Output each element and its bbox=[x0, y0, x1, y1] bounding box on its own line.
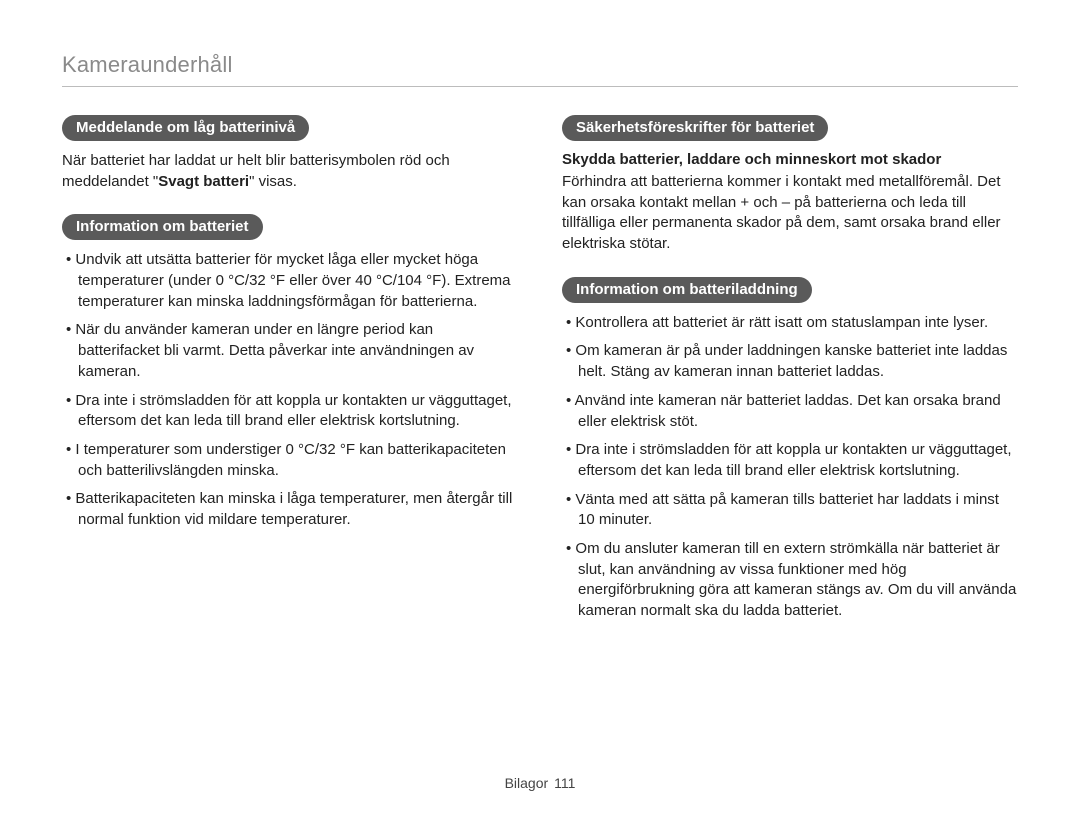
text-bold: Svagt batteri bbox=[158, 173, 249, 190]
columns-container: Meddelande om låg batterinivå När batter… bbox=[62, 115, 1018, 644]
list-item: Batterikapaciteten kan minska i låga tem… bbox=[62, 489, 518, 530]
list-item: Om kameran är på under laddningen kanske… bbox=[562, 341, 1018, 382]
body-text: När batteriet har laddat ur helt blir ba… bbox=[62, 151, 518, 192]
section-low-battery-message: Meddelande om låg batterinivå När batter… bbox=[62, 115, 518, 192]
bullet-list: Kontrollera att batteriet är rätt isatt … bbox=[562, 313, 1018, 622]
page-number: 111 bbox=[554, 775, 575, 791]
sub-heading: Skydda batterier, laddare och minneskort… bbox=[562, 151, 1018, 168]
list-item: Dra inte i strömsladden för att koppla u… bbox=[62, 391, 518, 432]
section-heading: Meddelande om låg batterinivå bbox=[62, 115, 309, 141]
list-item: Kontrollera att batteriet är rätt isatt … bbox=[562, 313, 1018, 334]
section-heading: Säkerhetsföreskrifter för batteriet bbox=[562, 115, 828, 141]
list-item: Dra inte i strömsladden för att koppla u… bbox=[562, 440, 1018, 481]
section-heading: Information om batteriladdning bbox=[562, 277, 812, 303]
manual-page: Kameraunderhåll Meddelande om låg batter… bbox=[0, 0, 1080, 644]
section-battery-info: Information om batteriet Undvik att utsä… bbox=[62, 214, 518, 530]
section-heading: Information om batteriet bbox=[62, 214, 263, 240]
bullet-list: Undvik att utsätta batterier för mycket … bbox=[62, 250, 518, 530]
section-charging-info: Information om batteriladdning Kontrolle… bbox=[562, 277, 1018, 622]
section-safety: Säkerhetsföreskrifter för batteriet Skyd… bbox=[562, 115, 1018, 255]
list-item: I temperaturer som understiger 0 °C/32 °… bbox=[62, 440, 518, 481]
right-column: Säkerhetsföreskrifter för batteriet Skyd… bbox=[562, 115, 1018, 644]
footer-label: Bilagor bbox=[505, 775, 549, 791]
list-item: Undvik att utsätta batterier för mycket … bbox=[62, 250, 518, 312]
page-title: Kameraunderhåll bbox=[62, 52, 1018, 87]
body-text: Förhindra att batterierna kommer i konta… bbox=[562, 172, 1018, 255]
list-item: Om du ansluter kameran till en extern st… bbox=[562, 539, 1018, 622]
left-column: Meddelande om låg batterinivå När batter… bbox=[62, 115, 518, 644]
list-item: Vänta med att sätta på kameran tills bat… bbox=[562, 490, 1018, 531]
page-footer: Bilagor 111 bbox=[0, 775, 1080, 791]
list-item: När du använder kameran under en längre … bbox=[62, 320, 518, 382]
text-post: " visas. bbox=[249, 173, 297, 190]
list-item: Använd inte kameran när batteriet laddas… bbox=[562, 391, 1018, 432]
